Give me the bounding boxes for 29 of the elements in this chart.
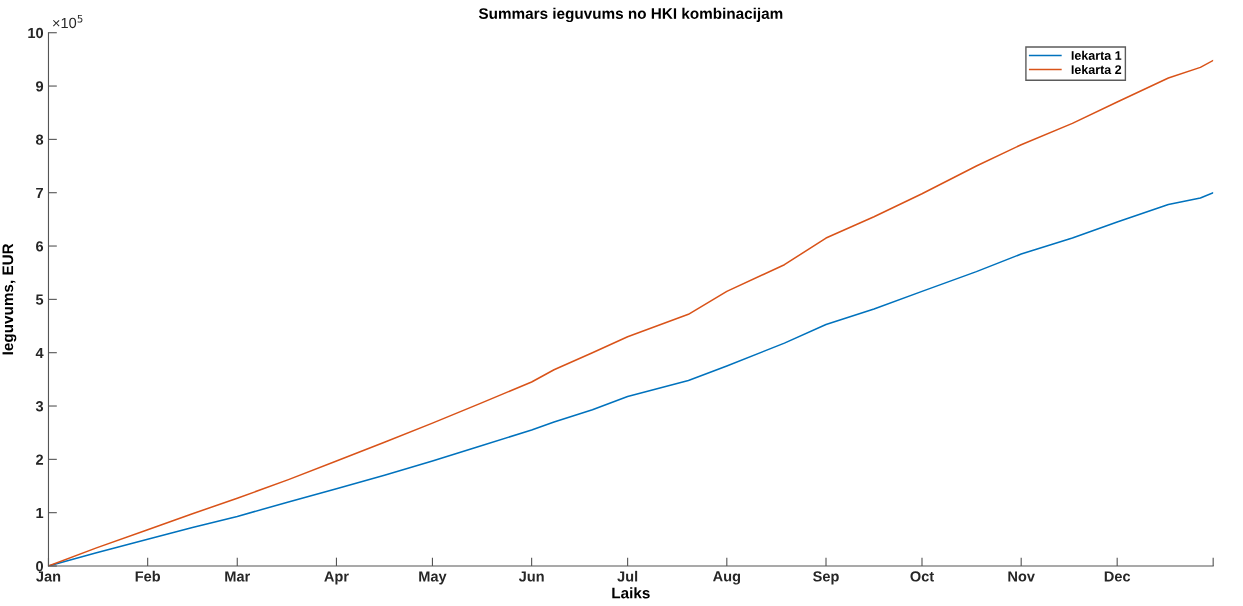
- x-tick-label: Apr: [324, 571, 349, 585]
- legend-label: Iekarta 2: [1071, 64, 1122, 75]
- y-axis-title: Ieguvums, EUR: [2, 243, 17, 355]
- y-tick-label: 1: [36, 507, 44, 518]
- x-tick-label: Mar: [225, 571, 251, 582]
- chart-title: Summars ieguvums no HKI kombinacijam: [478, 7, 783, 23]
- x-tick-label: Dec: [1104, 571, 1131, 582]
- x-tick-label: Jul: [617, 570, 638, 582]
- y-tick-label: 3: [35, 401, 44, 412]
- y-tick-label: 6: [36, 241, 44, 252]
- y-tick-label: 10: [28, 27, 44, 39]
- y-tick-label: 7: [36, 187, 43, 198]
- legend-label: Iekarta 1: [1071, 50, 1122, 60]
- y-tick-label: 5: [35, 294, 44, 305]
- text: ×10$^{5}$: [52, 14, 83, 29]
- x-tick-label: May: [419, 571, 447, 585]
- x-tick-label: Nov: [1008, 571, 1035, 582]
- x-tick-label: Jan: [36, 571, 61, 582]
- y-tick-label: 4: [35, 347, 44, 358]
- x-tick-label: Oct: [910, 571, 934, 582]
- y-tick-label: 2: [36, 454, 44, 465]
- x-tick-label: Sep: [813, 571, 839, 585]
- x-axis-title: Laiks: [612, 587, 650, 599]
- x-tick-label: Feb: [135, 570, 161, 582]
- x-tick-label: Jun: [518, 571, 544, 582]
- x-tick-label: Aug: [713, 571, 741, 585]
- y-tick-label: 9: [36, 81, 44, 92]
- y-tick-label: 8: [35, 134, 44, 145]
- y-tick-label: 0: [36, 561, 44, 572]
